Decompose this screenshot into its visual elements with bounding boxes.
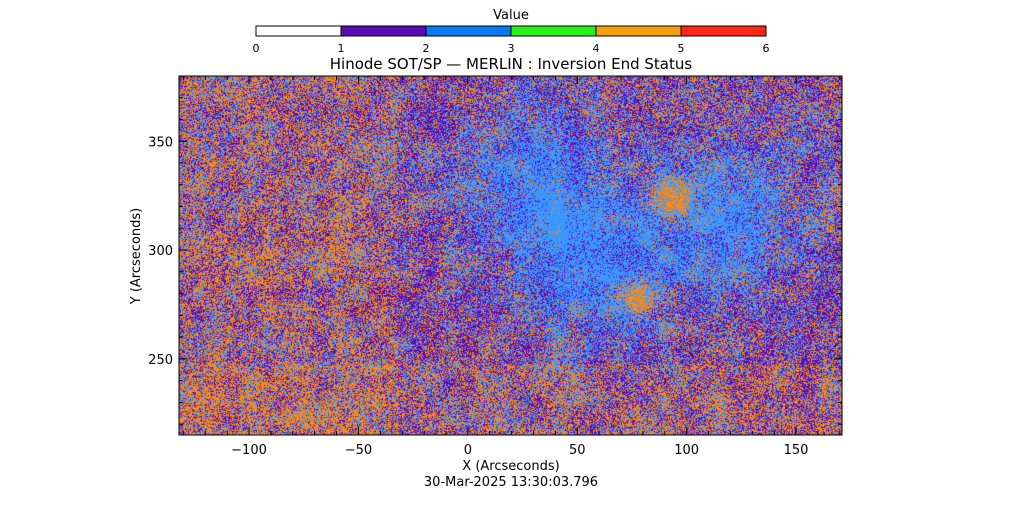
plot-area: −100 −50 0 50 100 150 250 300 350 (148, 75, 843, 458)
x-tick-label: 100 (674, 443, 699, 458)
x-axis: −100 −50 0 50 100 150 (182, 76, 841, 458)
timestamp: 30-Mar-2025 13:30:03.796 (424, 475, 598, 490)
x-tick-label: 0 (464, 443, 472, 458)
colorbar-band-2 (426, 26, 511, 36)
plot-frame (178, 75, 843, 436)
y-axis-label: Y (Arcseconds) (129, 208, 144, 305)
y-tick-label: 300 (148, 244, 173, 259)
x-axis-label: X (Arcseconds) (462, 459, 559, 474)
colorbar-tick-label: 0 (253, 42, 260, 55)
y-axis: 250 300 350 (148, 75, 842, 425)
heatmap-image (179, 76, 842, 435)
colorbar-bands (256, 26, 766, 36)
colorbar-tick-label: 4 (593, 42, 600, 55)
colorbar-title: Value (493, 8, 529, 23)
colorbar-band-5 (681, 26, 766, 36)
x-tick-label: 150 (784, 443, 809, 458)
colorbar-ticks: 0 1 2 3 4 5 6 (253, 26, 770, 55)
colorbar: Value 0 1 2 3 4 5 6 (253, 8, 770, 55)
colorbar-band-3 (511, 26, 596, 36)
x-tick-label: −50 (345, 443, 372, 458)
colorbar-tick-label: 1 (338, 42, 345, 55)
y-tick-label: 250 (148, 353, 173, 368)
plot-title: Hinode SOT/SP — MERLIN : Inversion End S… (330, 55, 693, 73)
colorbar-band-1 (341, 26, 426, 36)
colorbar-band-0 (256, 26, 341, 36)
colorbar-band-4 (596, 26, 681, 36)
x-tick-label: 50 (569, 443, 586, 458)
colorbar-tick-label: 2 (423, 42, 430, 55)
colorbar-tick-label: 6 (763, 42, 770, 55)
colorbar-tick-label: 5 (678, 42, 685, 55)
colorbar-tick-label: 3 (508, 42, 515, 55)
y-tick-label: 350 (148, 135, 173, 150)
x-tick-label: −100 (231, 443, 267, 458)
